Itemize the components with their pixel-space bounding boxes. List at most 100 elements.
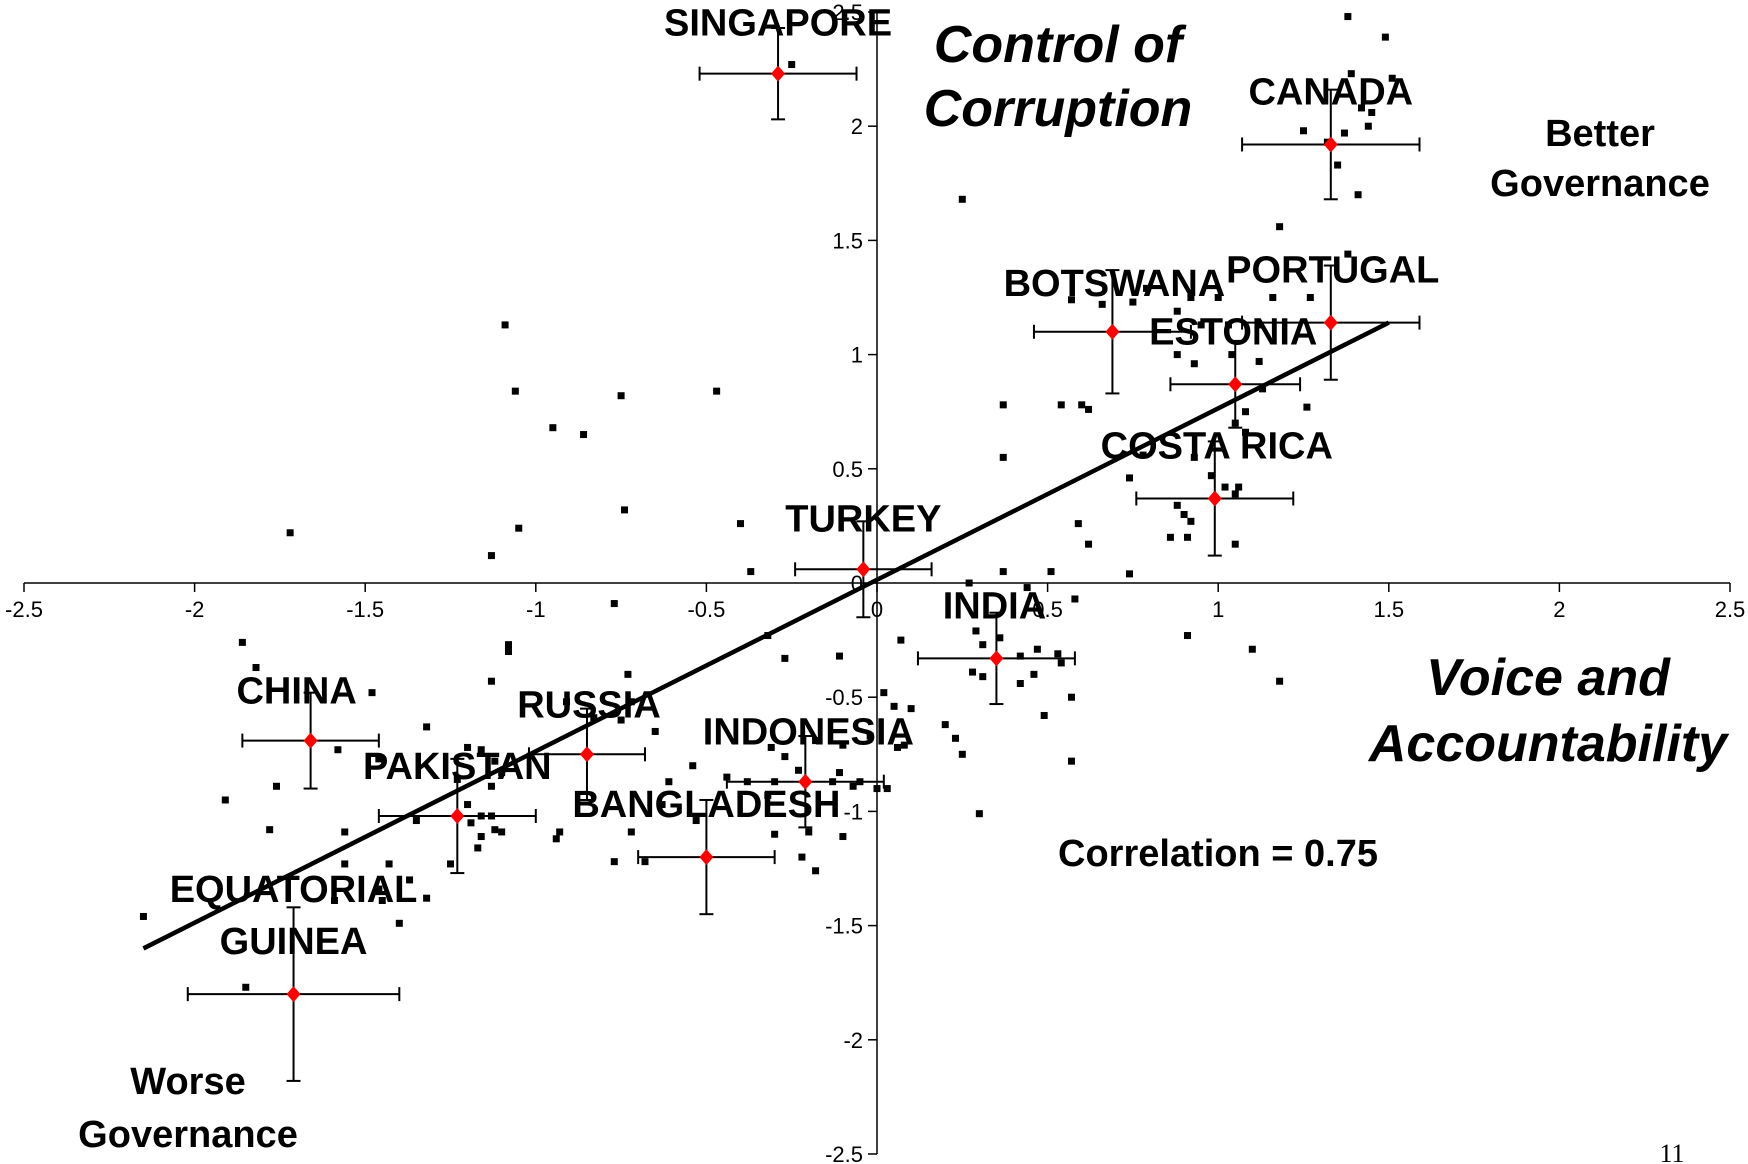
highlight-indonesia: INDONESIA bbox=[703, 712, 914, 829]
data-point bbox=[883, 785, 891, 793]
highlight-marker bbox=[1105, 323, 1120, 340]
x-tick-label: 0.5 bbox=[1032, 597, 1063, 622]
data-point bbox=[1187, 294, 1195, 301]
data-point bbox=[552, 835, 560, 843]
highlight-costa-rica: COSTA RICA bbox=[1101, 425, 1333, 557]
data-point bbox=[835, 769, 843, 777]
data-point bbox=[423, 894, 431, 902]
axes: -2.5 -2 -1.5 -1 -0.5 0 0.5 1 1.5 2 2.5 -2.5 -2 -1.5 -1… bbox=[5, 0, 1745, 1164]
data-point bbox=[1197, 321, 1205, 329]
data-point bbox=[1085, 540, 1093, 548]
y-tick-label: -2 bbox=[843, 1028, 863, 1053]
data-point bbox=[368, 689, 376, 697]
data-point bbox=[341, 828, 349, 836]
highlight-bangladesh: BANGLADESH bbox=[572, 784, 840, 916]
data-point bbox=[713, 387, 721, 395]
data-point bbox=[999, 568, 1007, 576]
data-point bbox=[491, 826, 499, 834]
y-tick-label: -2.5 bbox=[825, 1142, 863, 1164]
data-point bbox=[747, 568, 755, 576]
data-point bbox=[1340, 129, 1348, 137]
data-point bbox=[1067, 296, 1075, 304]
highlight-marker bbox=[989, 650, 1004, 667]
highlight-marker bbox=[798, 773, 813, 790]
data-point bbox=[1023, 584, 1031, 592]
country-label: PAKISTAN bbox=[363, 746, 552, 788]
highlighted-countries: SINGAPORE CANADA BOTSWANA PORTUGAL ESTONIA CO… bbox=[170, 3, 1439, 1082]
data-point bbox=[873, 785, 881, 793]
data-point bbox=[958, 195, 966, 203]
highlight-portugal: PORTUGAL bbox=[1226, 250, 1439, 381]
data-point bbox=[1183, 632, 1191, 640]
data-point bbox=[1241, 408, 1249, 416]
highlight-marker bbox=[303, 732, 318, 749]
data-point bbox=[897, 636, 905, 644]
data-point bbox=[764, 791, 772, 799]
data-point bbox=[641, 858, 649, 866]
data-point bbox=[477, 833, 485, 841]
y-tick-label: -1 bbox=[843, 799, 863, 824]
data-point bbox=[1255, 321, 1263, 329]
data-point bbox=[979, 641, 987, 649]
data-point bbox=[423, 723, 431, 731]
data-point bbox=[1214, 294, 1222, 301]
page-number: 11 bbox=[1659, 1139, 1684, 1164]
y-tick-label: 0.5 bbox=[832, 457, 863, 482]
x-tick-label: -2 bbox=[185, 597, 205, 622]
data-point bbox=[563, 698, 571, 706]
data-point bbox=[1187, 517, 1195, 525]
data-point bbox=[1030, 670, 1038, 678]
y-tick-label: -0.5 bbox=[825, 685, 863, 710]
x-tick-label: -0.5 bbox=[687, 597, 725, 622]
highlight-marker bbox=[699, 849, 714, 866]
data-point bbox=[979, 673, 987, 681]
data-point bbox=[375, 755, 383, 763]
data-point bbox=[266, 826, 274, 834]
data-point bbox=[487, 552, 495, 560]
highlight-marker bbox=[1323, 314, 1338, 331]
data-point bbox=[617, 716, 625, 724]
data-point bbox=[1231, 540, 1239, 548]
data-point bbox=[498, 828, 506, 836]
highlight-turkey: TURKEY bbox=[785, 498, 941, 619]
data-point bbox=[1228, 351, 1236, 359]
data-point bbox=[771, 830, 779, 838]
data-point bbox=[1057, 401, 1065, 409]
data-point bbox=[1381, 33, 1389, 41]
data-point bbox=[1057, 659, 1065, 667]
country-label: RUSSIA bbox=[517, 684, 661, 726]
x-tick-label: 1.5 bbox=[1374, 597, 1405, 622]
data-point bbox=[501, 321, 509, 329]
data-point bbox=[781, 654, 789, 662]
data-point bbox=[447, 860, 454, 868]
x-axis-title-line2: Accountability bbox=[1367, 715, 1730, 773]
data-point bbox=[975, 810, 983, 818]
data-point bbox=[880, 689, 888, 697]
data-point bbox=[498, 769, 506, 777]
data-point bbox=[627, 828, 635, 836]
data-point bbox=[1190, 453, 1198, 461]
data-point bbox=[969, 668, 977, 676]
data-point bbox=[221, 796, 229, 804]
data-point bbox=[1173, 351, 1181, 359]
data-point bbox=[839, 741, 847, 749]
data-point bbox=[866, 732, 874, 740]
data-point bbox=[958, 750, 966, 758]
y-tick-label: 2 bbox=[851, 114, 863, 139]
data-point bbox=[505, 641, 513, 649]
data-point bbox=[1016, 652, 1024, 660]
highlight-china: CHINA bbox=[236, 671, 380, 790]
worse-governance-line1: Worse bbox=[130, 1061, 245, 1103]
country-label: TURKEY bbox=[785, 498, 941, 540]
data-point bbox=[900, 741, 908, 749]
x-tick-label: -2.5 bbox=[5, 597, 43, 622]
data-point bbox=[1180, 510, 1188, 518]
data-point bbox=[951, 734, 959, 742]
country-label: EQUATORIAL bbox=[170, 869, 418, 911]
data-point bbox=[238, 638, 246, 646]
highlight-equatorial-guinea: EQUATORIAL GUINEA bbox=[170, 869, 418, 1082]
data-point bbox=[1306, 294, 1314, 301]
x-tick-label: 2 bbox=[1553, 597, 1565, 622]
data-point bbox=[890, 702, 898, 710]
worse-governance-line2: Governance bbox=[78, 1114, 298, 1156]
